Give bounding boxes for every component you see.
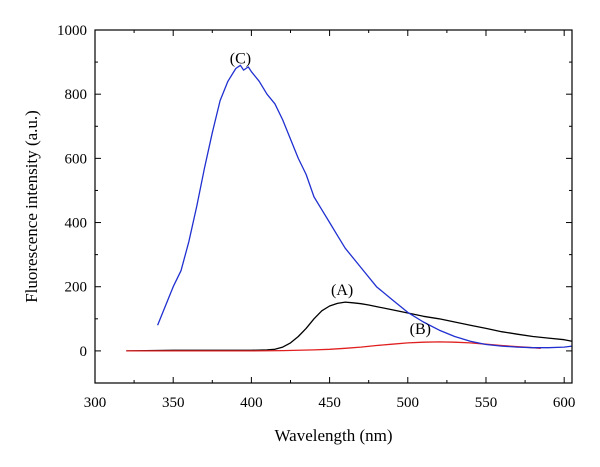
series-line-a <box>126 301 573 352</box>
y-tick-label: 200 <box>65 280 88 296</box>
y-tick-label: 0 <box>80 344 88 360</box>
x-tick-label: 500 <box>397 395 420 411</box>
curve-annotations: (C) (A) (B) <box>230 51 431 339</box>
y-tick-label: 600 <box>65 151 88 167</box>
y-tick-label: 400 <box>65 216 88 232</box>
y-tick-label: 800 <box>65 87 88 103</box>
series-lines <box>126 64 573 352</box>
x-axis-ticks: 300 350 400 450 500 550 600 <box>84 30 576 411</box>
curve-label: (C) <box>230 51 251 68</box>
x-tick-label: 300 <box>84 395 107 411</box>
x-tick-label: 400 <box>240 395 263 411</box>
curve-label: (A) <box>331 282 353 299</box>
curve-label: (B) <box>410 321 431 338</box>
x-tick-label: 450 <box>318 395 341 411</box>
plot-frame <box>94 29 573 384</box>
x-axis-title: Wavelength (nm) <box>274 426 392 445</box>
x-tick-label: 600 <box>553 395 576 411</box>
y-axis-title: Fluorescence intensity (a.u.) <box>22 110 41 303</box>
x-tick-label: 550 <box>475 395 498 411</box>
x-tick-label: 350 <box>162 395 185 411</box>
y-tick-label: 1000 <box>57 23 87 39</box>
y-axis-ticks: 0 200 400 600 800 1000 <box>57 23 572 384</box>
series-line-c <box>156 64 573 349</box>
